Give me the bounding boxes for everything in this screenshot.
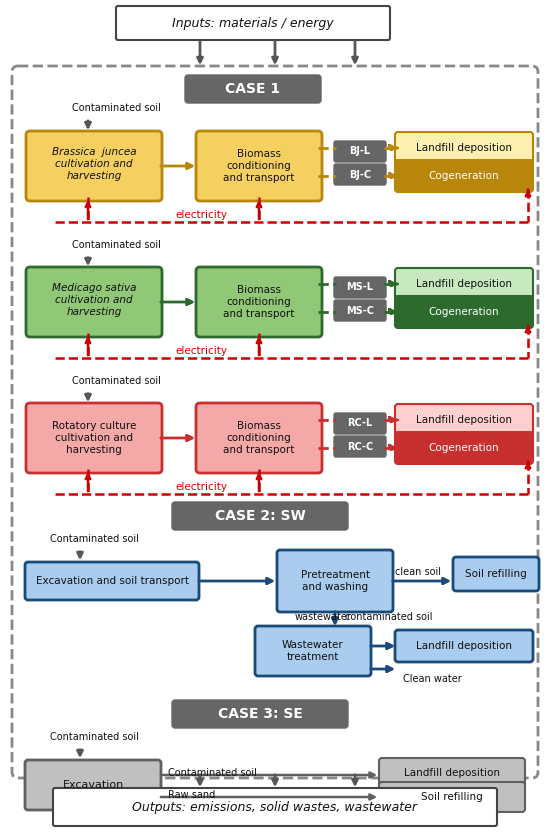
Text: Cogeneration: Cogeneration (428, 171, 499, 181)
FancyBboxPatch shape (26, 131, 162, 201)
FancyBboxPatch shape (395, 132, 533, 164)
Text: electricity: electricity (175, 482, 227, 492)
Text: Wastewater
treatment: Wastewater treatment (282, 640, 344, 662)
Text: Contaminated soil: Contaminated soil (72, 240, 161, 250)
FancyBboxPatch shape (255, 626, 371, 676)
FancyBboxPatch shape (196, 267, 322, 337)
FancyBboxPatch shape (277, 550, 393, 612)
Text: Soil refilling: Soil refilling (421, 792, 483, 802)
Text: RC-C: RC-C (347, 441, 373, 451)
Text: Landfill deposition: Landfill deposition (416, 143, 512, 153)
FancyBboxPatch shape (196, 131, 322, 201)
FancyBboxPatch shape (26, 403, 162, 473)
Text: MS-L: MS-L (346, 283, 373, 293)
Text: Cogeneration: Cogeneration (428, 307, 499, 317)
Text: Landfill deposition: Landfill deposition (416, 641, 512, 651)
FancyBboxPatch shape (196, 403, 322, 473)
FancyBboxPatch shape (334, 413, 386, 434)
Text: BJ-C: BJ-C (349, 169, 371, 180)
FancyBboxPatch shape (334, 300, 386, 321)
Text: Clean water: Clean water (403, 674, 462, 684)
Text: Medicago sativa
cultivation and
harvesting: Medicago sativa cultivation and harvesti… (52, 283, 136, 317)
FancyBboxPatch shape (334, 436, 386, 457)
Text: contaminated soil: contaminated soil (345, 612, 432, 622)
FancyBboxPatch shape (172, 700, 348, 728)
Text: Pretreatment
and washing: Pretreatment and washing (300, 570, 370, 592)
FancyBboxPatch shape (185, 75, 321, 103)
Text: Landfill deposition: Landfill deposition (404, 768, 500, 778)
Text: Contaminated soil: Contaminated soil (50, 732, 139, 742)
Text: MS-C: MS-C (346, 305, 374, 315)
FancyBboxPatch shape (453, 557, 539, 591)
Text: Biomass
conditioning
and transport: Biomass conditioning and transport (223, 420, 295, 456)
FancyBboxPatch shape (334, 164, 386, 185)
Text: CASE 2: SW: CASE 2: SW (214, 509, 305, 523)
Text: BJ-L: BJ-L (349, 147, 371, 157)
Text: Landfill deposition: Landfill deposition (416, 279, 512, 289)
FancyBboxPatch shape (395, 296, 533, 328)
Text: Outputs: emissions, solid wastes, wastewater: Outputs: emissions, solid wastes, wastew… (133, 800, 417, 814)
Text: Landfill deposition: Landfill deposition (416, 415, 512, 425)
FancyBboxPatch shape (53, 788, 497, 826)
FancyBboxPatch shape (379, 758, 525, 788)
Text: electricity: electricity (175, 346, 227, 356)
Text: Contaminated soil: Contaminated soil (50, 534, 139, 544)
FancyBboxPatch shape (395, 630, 533, 662)
Text: Excavation and soil transport: Excavation and soil transport (36, 576, 189, 586)
FancyBboxPatch shape (172, 502, 348, 530)
Text: clean soil: clean soil (395, 567, 441, 577)
Text: Raw sand: Raw sand (168, 790, 215, 800)
FancyBboxPatch shape (395, 160, 533, 192)
FancyBboxPatch shape (395, 404, 533, 436)
Text: Inputs: materials / energy: Inputs: materials / energy (172, 17, 334, 29)
FancyBboxPatch shape (395, 268, 533, 300)
Text: Cogeneration: Cogeneration (428, 443, 499, 453)
FancyBboxPatch shape (25, 562, 199, 600)
Text: RC-L: RC-L (348, 419, 373, 429)
Text: Contaminated soil: Contaminated soil (168, 768, 257, 778)
Text: Contaminated soil: Contaminated soil (72, 376, 161, 386)
Text: electricity: electricity (175, 210, 227, 220)
Text: Soil refilling: Soil refilling (465, 569, 527, 579)
FancyBboxPatch shape (26, 267, 162, 337)
Text: CASE 3: SE: CASE 3: SE (218, 707, 302, 721)
FancyBboxPatch shape (25, 760, 161, 810)
Text: Brassica  juncea
cultivation and
harvesting: Brassica juncea cultivation and harvesti… (52, 147, 136, 181)
Text: wastewater: wastewater (295, 612, 352, 622)
FancyBboxPatch shape (334, 141, 386, 162)
Text: Biomass
conditioning
and transport: Biomass conditioning and transport (223, 284, 295, 320)
Text: Biomass
conditioning
and transport: Biomass conditioning and transport (223, 149, 295, 184)
FancyBboxPatch shape (334, 277, 386, 298)
FancyBboxPatch shape (116, 6, 390, 40)
Text: Excavation: Excavation (62, 780, 124, 790)
FancyBboxPatch shape (395, 432, 533, 464)
Text: Rotatory culture
cultivation and
harvesting: Rotatory culture cultivation and harvest… (52, 420, 136, 456)
Text: CASE 1: CASE 1 (226, 82, 280, 96)
FancyBboxPatch shape (379, 782, 525, 812)
Text: Contaminated soil: Contaminated soil (72, 103, 161, 113)
